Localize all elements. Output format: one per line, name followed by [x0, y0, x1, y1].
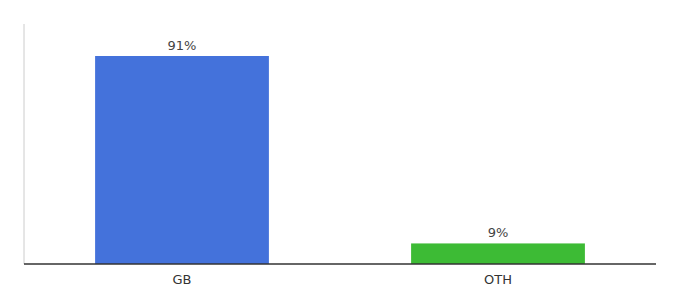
data-label: 9% — [488, 225, 509, 240]
data-label: 91% — [168, 38, 197, 53]
chart-container: 91% 9% GB OTH — [0, 0, 680, 300]
x-tick-label: GB — [173, 272, 192, 287]
bars — [95, 56, 585, 264]
x-tick-label: OTH — [484, 272, 512, 287]
bar — [95, 56, 269, 264]
y-axis-line — [24, 24, 25, 264]
bar — [411, 243, 585, 264]
data-labels: 91% 9% — [168, 38, 509, 240]
chart: 91% 9% GB OTH — [0, 0, 680, 300]
x-axis-line — [24, 263, 656, 265]
